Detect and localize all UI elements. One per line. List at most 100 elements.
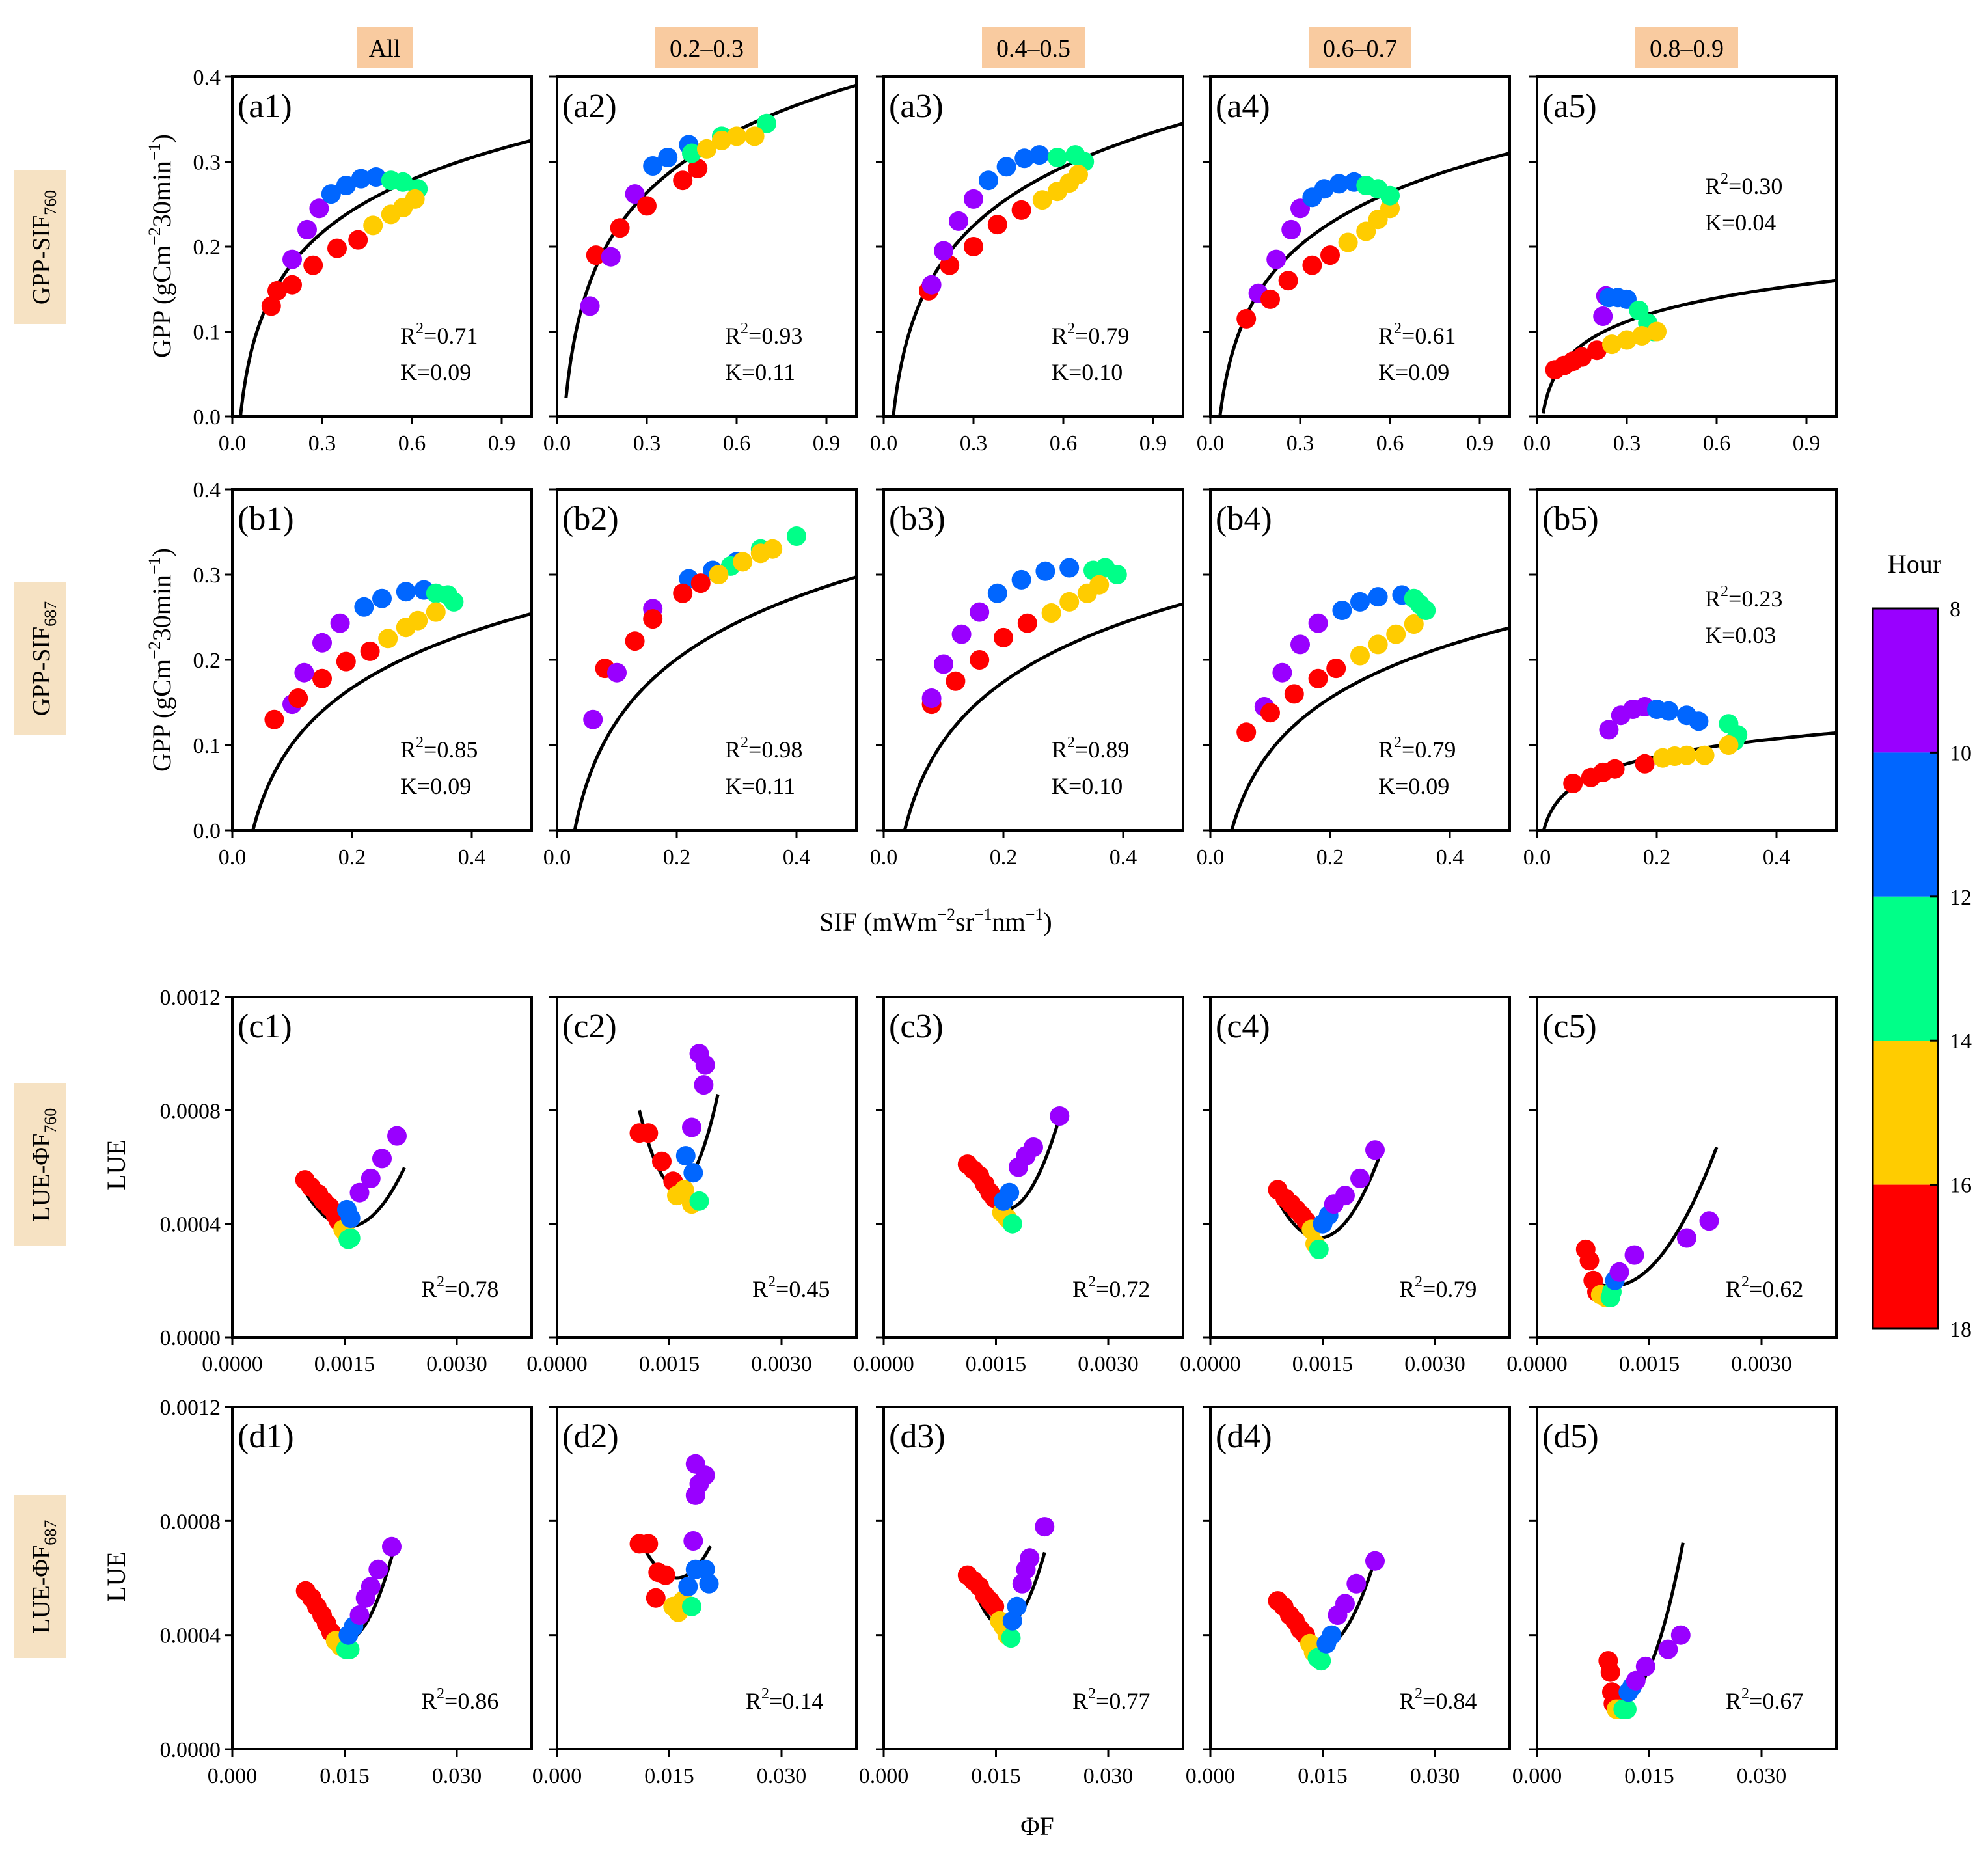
data-point — [336, 651, 356, 672]
data-point — [1404, 614, 1424, 634]
data-point — [682, 1117, 701, 1137]
fit-curve — [903, 602, 1183, 830]
data-point — [1617, 1699, 1637, 1719]
y-tick-label: 0.3 — [193, 151, 221, 175]
data-point — [638, 1123, 659, 1143]
panel-label: (c1) — [238, 1008, 292, 1045]
data-point — [652, 1151, 672, 1171]
y-tick-label: 0.0004 — [160, 1213, 221, 1237]
data-point — [1024, 1137, 1043, 1157]
data-point — [267, 280, 287, 301]
data-point — [1689, 711, 1709, 731]
x-tick-label: 0.2 — [663, 845, 691, 869]
data-point — [1350, 1168, 1370, 1188]
data-point — [1563, 774, 1583, 793]
panel-label: (c5) — [1542, 1008, 1597, 1045]
colorbar-segment — [1873, 752, 1938, 897]
data-point — [638, 1534, 659, 1554]
x-tick-label: 0.0030 — [751, 1352, 812, 1376]
column-header: 0.6–0.7 — [1323, 35, 1397, 62]
data-point — [1314, 179, 1334, 199]
colorbar-segment — [1873, 1041, 1938, 1185]
panel-label: (b5) — [1542, 500, 1599, 538]
data-point — [1617, 330, 1637, 350]
fit-stat: R2=0.89 — [1052, 734, 1129, 763]
data-point — [678, 1577, 698, 1597]
panel-label: (a3) — [889, 88, 944, 125]
axes-frame — [231, 1406, 533, 1750]
y-tick-label: 0.2 — [193, 236, 221, 260]
colorbar-tick-label: 14 — [1950, 1029, 1972, 1054]
x-tick-label: 0.000 — [532, 1764, 582, 1788]
data-point — [1579, 1251, 1600, 1271]
data-point — [321, 184, 341, 204]
data-point — [610, 218, 630, 238]
data-point — [426, 602, 446, 622]
data-point — [1587, 340, 1607, 361]
data-point — [1236, 308, 1257, 329]
data-point — [697, 139, 716, 159]
fit-stat: R2=0.67 — [1726, 1685, 1803, 1714]
x-tick-label: 0.015 — [644, 1764, 694, 1788]
panel-a5: 0.0 0.3 0.6 0.9 (a5) R2=0.30 K=0.04 — [1523, 75, 1838, 456]
data-point — [964, 237, 983, 256]
fit-stat: K=0.11 — [725, 359, 795, 385]
fit-stat: R2=0.77 — [1072, 1685, 1150, 1714]
x-tick-label: 0.000 — [1186, 1764, 1236, 1788]
data-point — [387, 1126, 407, 1146]
gpp-y-axis-label: GPP (gCm−230min−1) — [145, 134, 176, 358]
data-point — [1320, 245, 1340, 265]
data-point — [1635, 1656, 1655, 1676]
data-point — [646, 1588, 666, 1608]
panel-d2: 0.000 0.015 0.030 (d2) R2=0.14 — [532, 1406, 858, 1788]
panel-c3: 0.0000 0.0015 0.0030 (c3) R2=0.72 — [853, 996, 1184, 1376]
fit-curve — [892, 122, 1183, 416]
data-point — [583, 709, 603, 729]
lue-y-axis-label: LUE — [102, 1139, 131, 1190]
fit-curve — [1585, 1147, 1719, 1288]
panel-c4: 0.0000 0.0015 0.0030 (c4) R2=0.79 — [1180, 996, 1511, 1376]
data-point — [1659, 701, 1679, 721]
column-header-bg — [982, 27, 1085, 68]
x-tick-label: 0.6 — [398, 431, 426, 456]
column-header: 0.2–0.3 — [670, 35, 744, 62]
axes-frame — [882, 488, 1184, 832]
data-point — [699, 1573, 719, 1594]
x-tick-label: 0.6 — [1703, 431, 1731, 456]
x-tick-label: 0.015 — [1298, 1764, 1348, 1788]
data-point — [970, 650, 990, 670]
x-tick-label: 0.2 — [1316, 845, 1344, 869]
x-tick-label: 0.030 — [1083, 1764, 1134, 1788]
fit-stat: R2=0.72 — [1072, 1273, 1150, 1302]
lue-y-axis-label: LUE — [102, 1551, 131, 1602]
data-point — [348, 230, 368, 250]
fit-stat: R2=0.84 — [1399, 1685, 1477, 1714]
fit-stat: K=0.09 — [1378, 359, 1449, 385]
axes-frame — [882, 75, 1184, 418]
fit-stat: K=0.04 — [1705, 210, 1776, 236]
x-tick-label: 0.6 — [1376, 431, 1404, 456]
data-point — [361, 1168, 381, 1188]
x-tick-label: 0.0 — [870, 431, 898, 456]
panel-a4: 0.0 0.3 0.6 0.9 (a4) R2=0.61 K=0.09 — [1197, 75, 1511, 456]
sif-x-axis-label: SIF (mWm−2sr−1nm−1) — [819, 905, 1052, 936]
data-point — [1311, 1651, 1331, 1671]
data-point — [1002, 1214, 1022, 1234]
data-point — [607, 662, 627, 683]
panel-label: (c4) — [1216, 1008, 1270, 1045]
panel-b2: 0.0 0.2 0.4 (b2) R2=0.98 K=0.11 — [543, 488, 858, 869]
data-point — [1605, 759, 1625, 779]
data-point — [787, 526, 806, 546]
colorbar-segment — [1873, 1184, 1938, 1329]
data-point — [682, 143, 701, 163]
data-point — [1272, 662, 1292, 683]
x-tick-label: 0.2 — [338, 845, 366, 869]
data-point — [264, 709, 284, 729]
x-tick-label: 0.2 — [1643, 845, 1671, 869]
data-point — [951, 624, 972, 644]
data-point — [282, 249, 302, 269]
panel-label: (d1) — [238, 1418, 294, 1455]
column-header: 0.8–0.9 — [1650, 35, 1724, 62]
x-tick-label: 0.015 — [971, 1764, 1021, 1788]
data-point — [979, 170, 998, 191]
